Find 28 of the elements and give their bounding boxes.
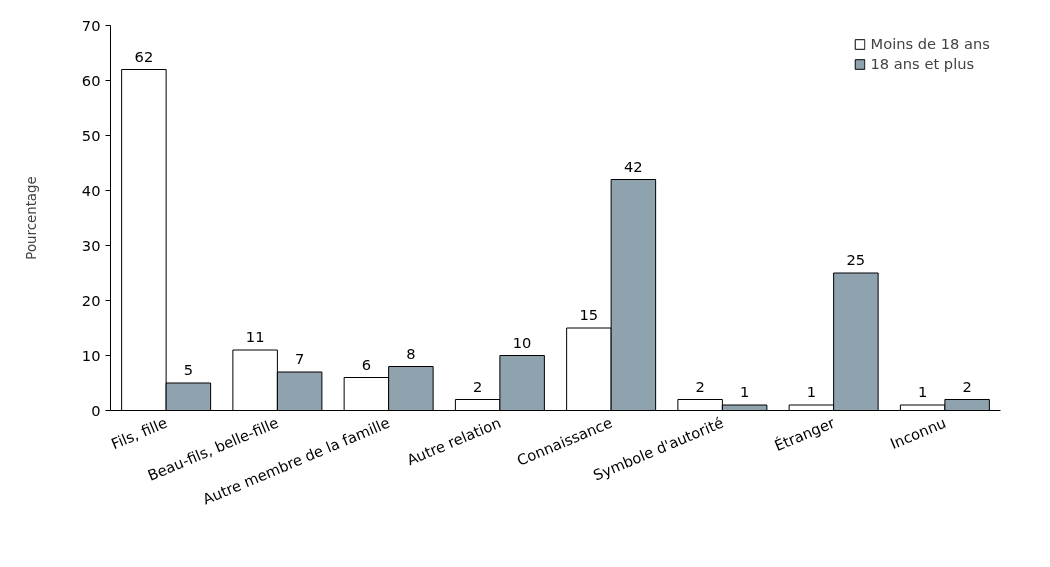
data-label: 10 [512, 333, 532, 351]
data-label: 2 [472, 377, 483, 395]
data-label: 15 [579, 306, 599, 323]
data-label: 5 [183, 361, 194, 378]
data-label: 1 [917, 383, 928, 400]
y-tick-label: 50 [81, 126, 101, 144]
data-label: 42 [624, 157, 643, 175]
data-label: 8 [406, 344, 416, 362]
y-tick-label: 40 [81, 181, 101, 199]
data-label: 2 [695, 377, 705, 395]
y-tick-label: 30 [81, 236, 101, 254]
y-tick-label: 0 [91, 401, 101, 419]
data-label: 2 [962, 377, 972, 395]
data-label: 11 [245, 328, 265, 345]
x-tick-label: Fils, fille [108, 413, 170, 453]
data-label: 6 [361, 355, 372, 373]
data-label: 1 [806, 383, 817, 400]
data-label: 7 [294, 350, 305, 367]
data-label: 62 [134, 47, 154, 65]
y-tick-label: 60 [81, 71, 101, 89]
legend-label: 18 ans et plus [870, 55, 975, 72]
y-tick-label: 10 [81, 346, 101, 364]
y-tick-label: 70 [81, 16, 101, 34]
data-label: 1 [739, 383, 750, 400]
y-tick-label: 20 [81, 291, 101, 309]
data-label: 25 [846, 251, 866, 268]
legend-label: Moins de 18 ans [870, 35, 990, 52]
y-axis-title: Pourcentage [23, 176, 39, 260]
